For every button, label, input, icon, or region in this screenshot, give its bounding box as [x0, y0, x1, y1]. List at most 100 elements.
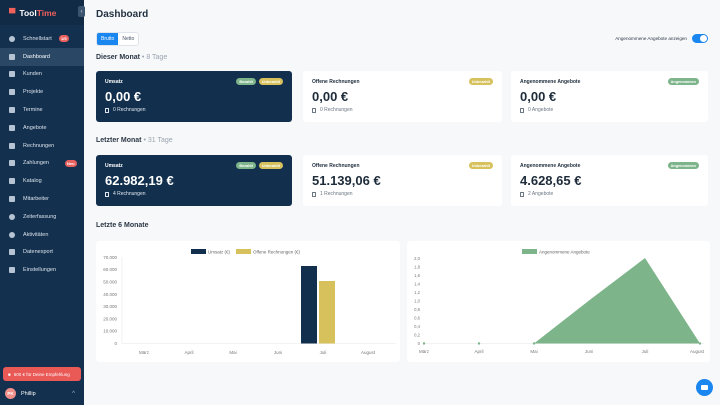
svg-text:Angenommene Angebote: Angenommene Angebote	[539, 250, 590, 255]
sidebar-item-rechnungen[interactable]: Rechnungen	[0, 137, 84, 155]
show-accepted-offers-toggle[interactable]	[692, 34, 708, 43]
card-label: Umsatz	[105, 79, 123, 85]
svg-text:März: März	[419, 349, 430, 354]
revenue-card[interactable]: Umsatz Bezahlt Unbezahlt 62.982,19 € 4 Re…	[96, 155, 292, 206]
invoice-icon	[105, 107, 109, 113]
sidebar-item-label: Einstellungen	[23, 267, 57, 274]
sidebar-item-einstellungen[interactable]: Einstellungen	[0, 261, 84, 279]
history-icon	[9, 231, 15, 238]
card-sub: 1 Rechnungen	[320, 191, 353, 197]
logo[interactable]: ▀ ToolTime	[0, 0, 84, 25]
svg-text:August: August	[690, 349, 705, 354]
svg-text:April: April	[474, 349, 483, 354]
user-name: Phillip	[21, 390, 36, 397]
section-title: Dieser Monat • 8 Tage	[96, 54, 168, 61]
sidebar-item-aktivitaeten[interactable]: Aktivitäten	[0, 226, 84, 244]
sidebar-item-label: Kunden	[23, 71, 42, 78]
user-menu[interactable]: PK Phillip ^	[5, 388, 81, 399]
file-icon	[520, 191, 524, 197]
chat-icon	[701, 385, 708, 390]
bar-chart-svg: Umsatz (€) Offene Rechnungen (€) 0 10.00…	[103, 249, 396, 355]
sidebar-item-label: Dashboard	[23, 53, 50, 60]
card-sub: 4 Rechnungen	[113, 191, 146, 197]
card-sub: 0 Angebote	[528, 107, 554, 113]
sidebar-item-label: Zahlungen	[23, 160, 49, 167]
open-invoices-card[interactable]: Offene Rechnungen Unbezahlt 0,00 € 0 Rec…	[303, 71, 502, 122]
svg-text:März: März	[139, 350, 150, 355]
wallet-icon	[9, 160, 15, 167]
card-label: Angenommene Angebote	[520, 79, 581, 85]
stopwatch-icon	[9, 213, 15, 220]
progress-badge: 1/5	[59, 35, 69, 43]
accepted-offers-card[interactable]: Angenommene Angebote Angenommen 4.628,65…	[511, 155, 708, 206]
card-value: 4.628,65 €	[520, 173, 582, 188]
sidebar-item-zeiterfassung[interactable]: Zeiterfassung	[0, 208, 84, 226]
gift-icon: ■	[8, 371, 11, 377]
unpaid-pill: Unbezahlt	[468, 78, 493, 85]
card-value: 0,00 €	[520, 89, 557, 104]
sidebar-item-label: Angebote	[23, 124, 47, 131]
svg-text:Juni: Juni	[274, 350, 282, 355]
area-chart-svg: Angenommene Angebote 0 0,2 0,4 0,6 0,8 1…	[414, 249, 705, 354]
card-sub: 0 Rechnungen	[113, 107, 146, 113]
chevron-up-icon: ^	[72, 390, 75, 397]
card-value: 0,00 €	[105, 89, 142, 104]
contacts-icon	[9, 71, 15, 78]
unpaid-pill: Unbezahlt	[468, 162, 493, 169]
avatar: PK	[5, 388, 16, 399]
revenue-bar-chart: Umsatz (€) Offene Rechnungen (€) 0 10.00…	[96, 241, 400, 362]
sidebar-item-angebote[interactable]: Angebote	[0, 119, 84, 137]
svg-text:60.000: 60.000	[103, 267, 117, 272]
users-icon	[9, 196, 15, 203]
offers-area-chart: Angenommene Angebote 0 0,2 0,4 0,6 0,8 1…	[407, 241, 710, 362]
sidebar-item-zahlungen[interactable]: Zahlungen Neu	[0, 155, 84, 173]
card-label: Angenommene Angebote	[520, 163, 581, 169]
svg-text:0: 0	[418, 341, 421, 346]
open-invoices-card[interactable]: Offene Rechnungen Unbezahlt 51.139,06 € …	[303, 155, 502, 206]
card-label: Offene Rechnungen	[312, 79, 360, 85]
svg-text:10.000: 10.000	[103, 329, 117, 334]
unpaid-pill: Unbezahlt	[258, 78, 283, 85]
sidebar-nav: Schnellstart 1/5 Dashboard Kunden Projekt…	[0, 30, 84, 279]
paid-pill: Bezahlt	[236, 78, 256, 85]
sidebar-item-schnellstart[interactable]: Schnellstart 1/5	[0, 30, 84, 48]
sidebar-item-label: Termine	[23, 107, 43, 114]
section-title: Letzter Monat • 31 Tage	[96, 137, 173, 144]
svg-text:1,6: 1,6	[414, 273, 420, 278]
sidebar-item-label: Katalog	[23, 178, 42, 185]
accepted-pill: Angenommen	[667, 78, 699, 85]
sidebar-item-datenexport[interactable]: Datenexport	[0, 244, 84, 262]
collapse-sidebar-button[interactable]: ‹	[78, 6, 85, 17]
brutto-netto-switch: Brutto Netto	[96, 32, 140, 46]
invoice-icon	[312, 107, 316, 113]
chat-button[interactable]	[696, 379, 713, 396]
svg-text:1,8: 1,8	[414, 264, 420, 269]
sidebar-item-mitarbeiter[interactable]: Mitarbeiter	[0, 190, 84, 208]
show-accepted-offers: Angenommene Angebote anzeigen	[615, 34, 708, 43]
referral-button[interactable]: ■ 500 € für Deine Empfehlung	[3, 367, 81, 381]
charts-title: Letzte 6 Monate	[96, 222, 149, 229]
accepted-offers-card[interactable]: Angenommene Angebote Angenommen 0,00 € 0…	[511, 71, 708, 122]
sidebar-item-kunden[interactable]: Kunden	[0, 66, 84, 84]
download-icon	[9, 249, 15, 256]
card-label: Offene Rechnungen	[312, 163, 360, 169]
card-label: Umsatz	[105, 163, 123, 169]
card-value: 0,00 €	[312, 89, 349, 104]
invoice-icon	[9, 142, 15, 149]
page-title: Dashboard	[96, 9, 149, 20]
unpaid-pill: Unbezahlt	[258, 162, 283, 169]
svg-text:April: April	[184, 350, 193, 355]
netto-button[interactable]: Netto	[122, 36, 135, 42]
svg-text:1,0: 1,0	[414, 298, 420, 303]
card-value: 62.982,19 €	[105, 173, 174, 188]
svg-text:Mai: Mai	[530, 349, 537, 354]
sidebar-item-termine[interactable]: Termine	[0, 101, 84, 119]
sidebar-item-label: Zeiterfassung	[23, 213, 57, 220]
revenue-card[interactable]: Umsatz Bezahlt Unbezahlt 0,00 € 0 Rechnun…	[96, 71, 292, 122]
sidebar: ▀ ToolTime ‹ Schnellstart 1/5 Dashboard K…	[0, 0, 85, 405]
rocket-icon	[9, 35, 15, 42]
sidebar-item-katalog[interactable]: Katalog	[0, 172, 84, 190]
sidebar-item-projekte[interactable]: Projekte	[0, 83, 84, 101]
brutto-button[interactable]: Brutto	[97, 33, 119, 45]
sidebar-item-dashboard[interactable]: Dashboard	[0, 47, 84, 66]
